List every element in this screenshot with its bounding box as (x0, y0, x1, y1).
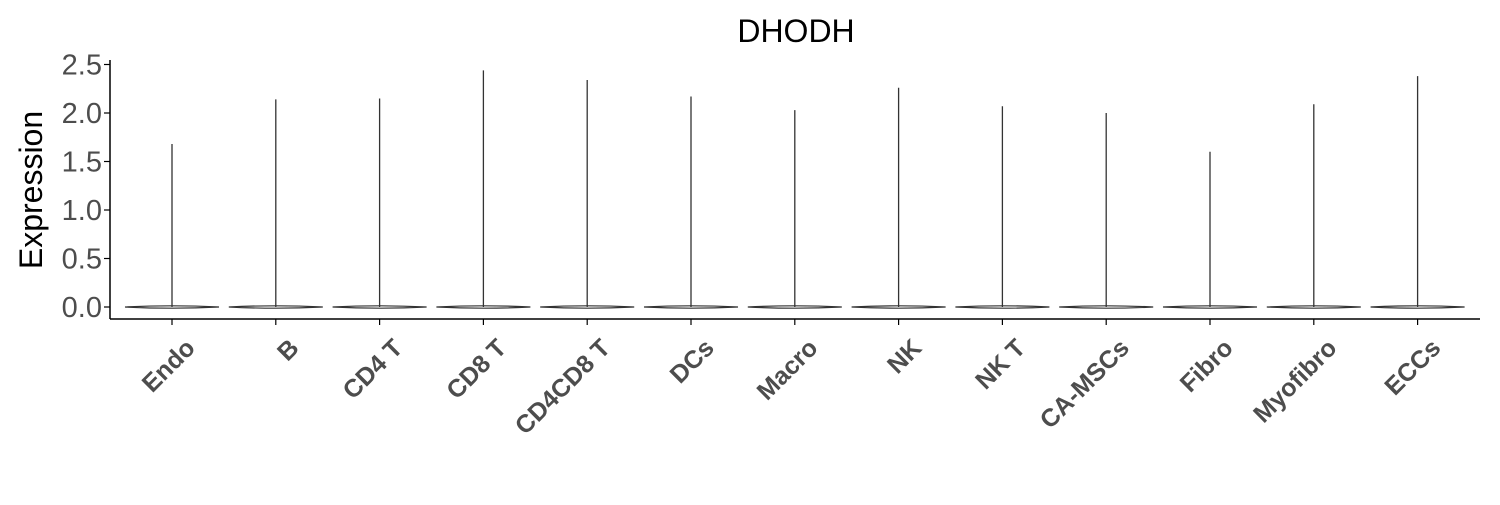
violin-body (747, 305, 842, 309)
y-tick-label: 2.5 (62, 50, 102, 82)
x-tick-label: Endo (137, 334, 201, 398)
x-tick-label: CA-MSCs (1035, 334, 1135, 434)
violin-macro (747, 110, 842, 309)
x-tick-label: B (272, 334, 305, 367)
violin-body (955, 305, 1050, 309)
y-tick-label: 0.5 (62, 244, 102, 276)
violin-body (1059, 305, 1154, 309)
x-tick-label: NK (882, 334, 927, 379)
y-axis-label: Expression (13, 111, 49, 269)
y-tick-label: 2.0 (62, 98, 102, 130)
y-tick-label: 1.5 (62, 147, 102, 179)
violin-dcs (643, 96, 739, 309)
violin-fibro (1162, 151, 1258, 309)
violin-body (1266, 305, 1361, 309)
violin-body (540, 305, 635, 309)
violin-ca-mscs (1059, 113, 1154, 309)
violin-nk-t (955, 106, 1050, 309)
x-tick-label: Myofibro (1248, 334, 1342, 428)
x-tick-label: Macro (752, 334, 824, 406)
violin-endo (124, 144, 220, 309)
y-tick-label: 1.0 (62, 195, 102, 227)
x-tick-label: CD8 T (441, 334, 512, 405)
x-tick-label: CD4CD8 T (510, 334, 616, 440)
violin-eccs (1370, 76, 1465, 309)
plot-area: 0.0 0.5 1.0 1.5 2.0 2.5 Endo B CD4 T CD8 TCD4CD8 … (62, 50, 1480, 440)
violin-body (851, 305, 946, 309)
violin-cd4cd8-t (540, 80, 635, 309)
violin-cd4-t (332, 98, 427, 309)
x-tick-label: ECCs (1379, 334, 1446, 401)
violin-body (1162, 305, 1258, 309)
x-tick-label: CD4 T (337, 334, 408, 405)
x-tick-label: Fibro (1175, 334, 1239, 398)
x-tick-label: NK T (970, 334, 1031, 395)
violin-body (436, 305, 531, 309)
violin-myofibro (1266, 104, 1361, 309)
violin-body (228, 305, 323, 309)
violin-body (1370, 305, 1465, 309)
violin-body (643, 305, 739, 309)
violin-nk (851, 87, 946, 309)
y-tick-label: 0.0 (62, 292, 102, 324)
violin-body (124, 305, 220, 309)
violin-cd8-t (436, 70, 531, 309)
x-tick-label: DCs (665, 334, 720, 389)
violin-b (228, 99, 323, 309)
violin-body (332, 305, 427, 309)
chart-title: DHODH (737, 13, 854, 49)
